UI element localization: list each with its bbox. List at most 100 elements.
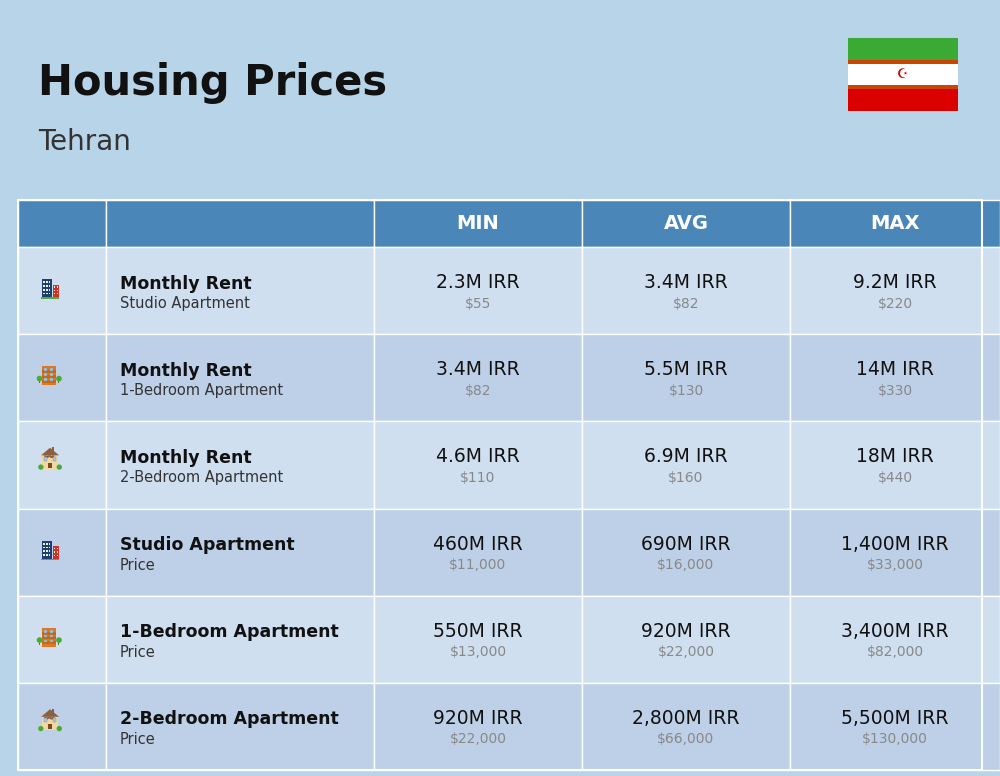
Bar	[42, 456, 58, 469]
Bar	[57, 286, 58, 288]
Bar	[106, 508, 374, 596]
Bar	[57, 548, 58, 549]
Text: Monthly Rent: Monthly Rent	[120, 449, 252, 467]
Bar	[43, 289, 45, 291]
Bar	[848, 61, 958, 64]
Text: 3.4M IRR: 3.4M IRR	[644, 273, 728, 292]
Text: Studio Apartment: Studio Apartment	[120, 536, 295, 554]
Text: $13,000: $13,000	[449, 646, 507, 660]
Bar	[53, 456, 56, 461]
Bar	[49, 546, 50, 549]
Bar	[42, 366, 56, 385]
Bar	[57, 289, 58, 291]
Bar	[42, 641, 56, 644]
Text: 14M IRR: 14M IRR	[856, 360, 934, 379]
Bar	[374, 334, 582, 421]
Text: Price: Price	[120, 645, 156, 660]
Bar	[106, 247, 374, 334]
Text: 5,500M IRR: 5,500M IRR	[841, 709, 949, 728]
Bar	[46, 289, 48, 291]
Bar	[374, 200, 582, 247]
Text: Monthly Rent: Monthly Rent	[120, 275, 252, 293]
Circle shape	[37, 376, 42, 382]
Text: $440: $440	[877, 471, 913, 485]
Text: $82: $82	[673, 296, 699, 310]
Text: $55: $55	[465, 296, 491, 310]
Bar	[44, 635, 47, 637]
Text: Monthly Rent: Monthly Rent	[120, 362, 252, 379]
Bar	[46, 293, 48, 294]
Text: 2,800M IRR: 2,800M IRR	[632, 709, 740, 728]
Bar	[582, 508, 790, 596]
Bar	[790, 508, 1000, 596]
Bar	[374, 596, 582, 683]
Bar	[18, 421, 106, 508]
Bar	[49, 554, 50, 556]
Text: 2.3M IRR: 2.3M IRR	[436, 273, 520, 292]
Bar	[58, 642, 59, 645]
Bar	[42, 628, 56, 646]
Bar	[374, 683, 582, 770]
Bar	[46, 550, 48, 553]
Bar	[39, 380, 40, 383]
Bar	[42, 279, 52, 298]
Bar	[43, 550, 45, 553]
Text: Studio Apartment: Studio Apartment	[120, 296, 250, 311]
Bar	[43, 293, 45, 294]
Bar	[41, 559, 59, 560]
Text: $16,000: $16,000	[657, 558, 715, 572]
Bar	[43, 282, 45, 283]
Circle shape	[38, 726, 44, 731]
Polygon shape	[41, 709, 59, 717]
Circle shape	[38, 465, 44, 469]
Text: 690M IRR: 690M IRR	[641, 535, 731, 553]
Bar	[46, 543, 48, 545]
Bar	[44, 373, 47, 376]
Bar	[54, 555, 55, 556]
Bar	[48, 724, 52, 729]
Text: $130,000: $130,000	[862, 733, 928, 747]
Bar	[49, 543, 50, 545]
Bar	[18, 200, 106, 247]
Bar	[848, 62, 958, 87]
Bar	[582, 683, 790, 770]
Bar	[57, 555, 58, 556]
Text: 18M IRR: 18M IRR	[856, 448, 934, 466]
Bar	[44, 629, 47, 632]
Bar	[42, 632, 56, 635]
Bar	[49, 293, 50, 294]
Bar	[790, 334, 1000, 421]
Bar	[374, 508, 582, 596]
Text: MIN: MIN	[457, 214, 499, 233]
Bar	[374, 247, 582, 334]
Bar	[848, 85, 958, 88]
Text: $130: $130	[668, 384, 704, 398]
Bar	[18, 508, 106, 596]
Bar	[50, 639, 53, 643]
Text: 920M IRR: 920M IRR	[641, 622, 731, 641]
Text: $160: $160	[668, 471, 704, 485]
Bar	[52, 708, 54, 713]
Text: 920M IRR: 920M IRR	[433, 709, 523, 728]
Text: 3,400M IRR: 3,400M IRR	[841, 622, 949, 641]
Bar	[18, 334, 106, 421]
Text: Price: Price	[120, 558, 156, 573]
Circle shape	[57, 726, 62, 731]
Text: 9.2M IRR: 9.2M IRR	[853, 273, 937, 292]
Bar	[50, 368, 53, 371]
Text: 3.4M IRR: 3.4M IRR	[436, 360, 520, 379]
Bar	[848, 87, 958, 111]
Text: 1-Bedroom Apartment: 1-Bedroom Apartment	[120, 623, 339, 641]
Text: Housing Prices: Housing Prices	[38, 62, 387, 104]
Bar	[57, 293, 58, 294]
Circle shape	[57, 465, 62, 469]
Bar	[43, 285, 45, 287]
Text: $82,000: $82,000	[866, 646, 924, 660]
Bar	[374, 421, 582, 508]
Text: $22,000: $22,000	[450, 733, 507, 747]
Text: 5.5M IRR: 5.5M IRR	[644, 360, 728, 379]
Bar	[52, 447, 54, 452]
Text: 2-Bedroom Apartment: 2-Bedroom Apartment	[120, 710, 339, 729]
Bar	[106, 200, 374, 247]
Bar	[53, 718, 56, 722]
